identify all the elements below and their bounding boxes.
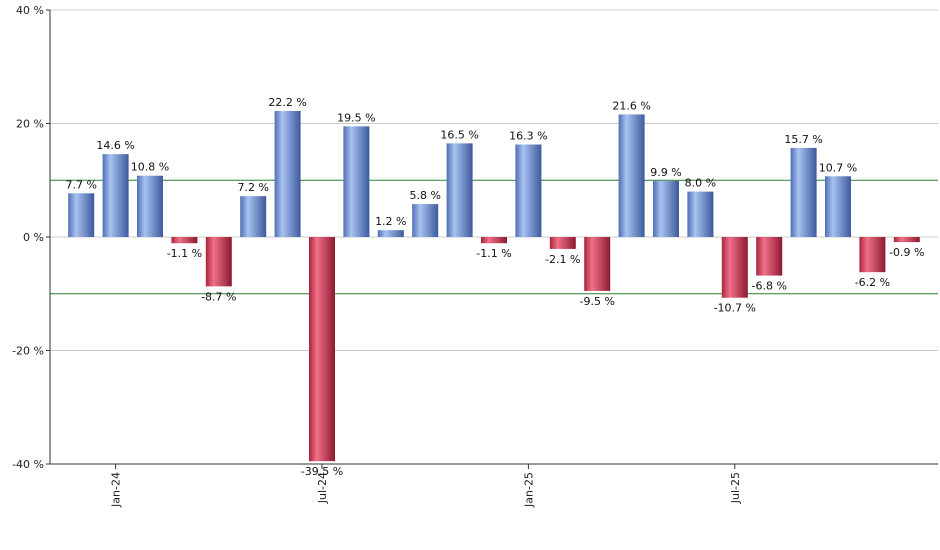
y-tick-label: -20 % bbox=[12, 345, 44, 358]
bar-positive bbox=[790, 147, 817, 237]
data-label: -10.7 % bbox=[714, 302, 756, 315]
data-label: -6.8 % bbox=[751, 280, 786, 293]
data-label: -6.2 % bbox=[855, 276, 890, 289]
data-label: -1.1 % bbox=[476, 247, 511, 260]
bar-positive bbox=[102, 154, 129, 237]
bar-negative bbox=[481, 237, 507, 244]
data-label: 10.7 % bbox=[819, 161, 857, 174]
bar-positive bbox=[137, 175, 163, 237]
data-label: 7.2 % bbox=[237, 181, 268, 194]
data-label: 16.5 % bbox=[440, 128, 478, 141]
bar-positive bbox=[68, 193, 95, 237]
data-labels: 7.7 % 14.6 % 10.8 % -1.1 % -8.7 % 7.2 % 22.2 %… bbox=[65, 96, 924, 478]
bars bbox=[68, 111, 920, 462]
axes: 40 % 20 % 0 % -20 % -40 % Jan-24 Jul-24 Jan-25 J… bbox=[12, 4, 938, 508]
bar-negative bbox=[549, 237, 576, 249]
data-label: 8.0 % bbox=[685, 177, 716, 190]
data-label: 21.6 % bbox=[612, 99, 650, 112]
x-tick-label: Jan-25 bbox=[522, 472, 535, 508]
bar-positive bbox=[274, 111, 301, 237]
x-tick-label: Jan-24 bbox=[110, 472, 123, 508]
data-label: 5.8 % bbox=[409, 189, 440, 202]
data-label: -2.1 % bbox=[545, 253, 580, 266]
data-label: -9.5 % bbox=[579, 295, 614, 308]
data-label: 7.7 % bbox=[65, 178, 96, 191]
bar-positive bbox=[377, 230, 404, 237]
data-label: -1.1 % bbox=[167, 247, 202, 260]
bar-negative bbox=[205, 237, 232, 287]
bar-negative bbox=[309, 237, 335, 462]
bar-positive bbox=[687, 191, 714, 237]
bar-positive bbox=[343, 126, 370, 237]
data-label: 9.9 % bbox=[650, 166, 681, 179]
data-label: -39.5 % bbox=[301, 465, 343, 478]
bar-positive bbox=[412, 204, 439, 237]
bar-negative bbox=[893, 237, 920, 243]
data-label: 1.2 % bbox=[375, 215, 406, 228]
bar-positive bbox=[515, 144, 542, 237]
bar-negative bbox=[721, 237, 748, 298]
data-label: 10.8 % bbox=[131, 161, 169, 174]
data-label: 16.3 % bbox=[509, 129, 547, 142]
bar-positive bbox=[446, 143, 473, 237]
bar-positive bbox=[240, 196, 267, 237]
bar-positive bbox=[618, 114, 645, 237]
reference-lines bbox=[50, 179, 938, 295]
data-label: 14.6 % bbox=[96, 139, 134, 152]
bar-negative bbox=[756, 237, 783, 276]
data-label: 15.7 % bbox=[784, 133, 822, 146]
data-label: -0.9 % bbox=[889, 246, 924, 259]
y-tick-label: 0 % bbox=[23, 231, 44, 244]
x-tick-label: Jul-24 bbox=[316, 472, 329, 504]
y-tick-label: -40 % bbox=[12, 458, 44, 471]
data-label: 22.2 % bbox=[268, 96, 306, 109]
data-label: -8.7 % bbox=[201, 290, 236, 303]
data-label: 19.5 % bbox=[337, 111, 375, 124]
y-tick-label: 40 % bbox=[16, 4, 44, 17]
bar-negative bbox=[584, 237, 611, 291]
bar-negative bbox=[859, 237, 886, 273]
bar-positive bbox=[825, 176, 851, 237]
y-tick-label: 20 % bbox=[16, 118, 44, 131]
x-tick-label: Jul-25 bbox=[729, 472, 742, 504]
bar-negative bbox=[171, 237, 198, 244]
bar-positive bbox=[653, 180, 679, 237]
